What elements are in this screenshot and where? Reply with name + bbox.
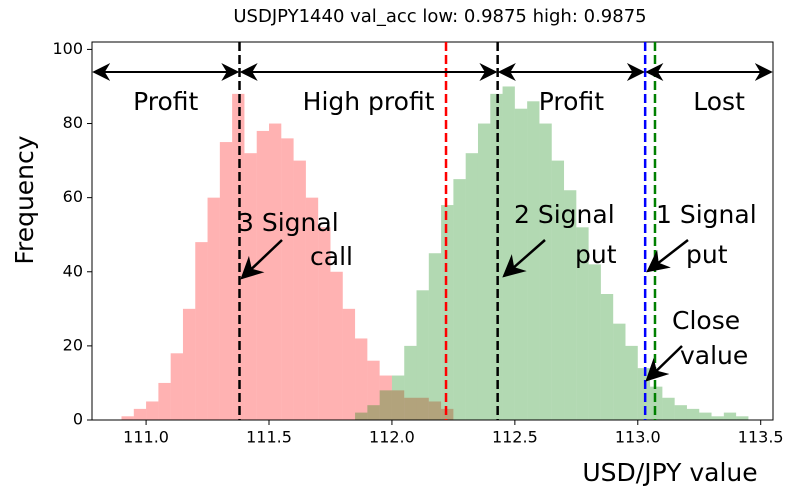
histogram-bar — [133, 408, 147, 420]
histogram-bar — [379, 375, 392, 420]
histogram-bar — [158, 382, 171, 420]
annotation-text: put — [575, 240, 617, 269]
zone-label: Lost — [693, 87, 745, 116]
y-axis-label: Frequency — [10, 135, 39, 264]
histogram-bar — [416, 397, 429, 420]
x-axis-label: USD/JPY value — [582, 458, 757, 487]
x-tick-label: 111.0 — [123, 428, 169, 447]
zone-label: Profit — [133, 87, 198, 116]
histogram-bar — [256, 130, 270, 421]
histogram-bar — [539, 123, 552, 420]
y-tick-label: 60 — [63, 187, 83, 206]
histogram-bar — [404, 397, 417, 420]
histogram-bar — [428, 253, 442, 420]
histogram-bar — [674, 405, 687, 420]
zone-label: Profit — [539, 87, 604, 116]
y-tick-label: 40 — [63, 261, 83, 280]
histogram-bar — [195, 242, 208, 420]
histogram-bar — [477, 123, 491, 420]
histogram-bar — [416, 290, 429, 420]
y-tick-label: 80 — [63, 113, 83, 132]
histogram-bar — [723, 412, 737, 420]
plot-frame — [91, 41, 774, 421]
histogram-bar — [121, 416, 134, 420]
x-tick-label: 113.5 — [738, 428, 784, 447]
histogram-bar — [600, 294, 614, 420]
histogram-bar — [502, 86, 515, 421]
x-tick-label: 113.0 — [615, 428, 661, 447]
y-tick-label: 100 — [52, 39, 83, 58]
annotation-text: put — [686, 240, 728, 269]
histogram-bar — [146, 401, 159, 420]
histogram-bar — [404, 345, 417, 420]
histogram-bar — [465, 153, 478, 421]
histogram-bar — [576, 227, 589, 420]
histogram-bar — [355, 338, 368, 420]
histogram-bar — [293, 160, 306, 420]
histogram-bar — [244, 153, 257, 421]
annotation-arrow — [645, 345, 683, 382]
chart-title: USDJPY1440 val_acc low: 0.9875 high: 0.9… — [233, 6, 646, 27]
histogram-bar — [662, 397, 675, 420]
histogram-bar — [330, 271, 343, 420]
annotation-text: value — [680, 341, 748, 370]
histogram-bar — [736, 416, 749, 420]
histogram-bar — [391, 375, 405, 420]
histogram-bar — [441, 205, 454, 420]
histogram-bar — [551, 160, 565, 420]
annotation-arrow — [646, 239, 689, 273]
histogram-bar — [367, 405, 380, 420]
histogram-bar — [711, 416, 724, 420]
histogram-bar — [182, 308, 196, 420]
histogram-bar — [379, 390, 392, 420]
annotation-arrow — [502, 239, 546, 278]
x-tick-label: 111.5 — [246, 428, 292, 447]
histogram-bar — [564, 190, 577, 420]
histogram-bar — [699, 412, 712, 420]
annotation-text: 1 Signal — [656, 200, 757, 229]
annotation-text: call — [310, 242, 353, 271]
y-tick-label: 20 — [63, 335, 83, 354]
y-tick-label: 0 — [73, 410, 83, 429]
x-tick-label: 112.0 — [369, 428, 415, 447]
annotation-arrow — [240, 239, 283, 280]
histogram-bar — [305, 197, 319, 420]
histogram-bar — [355, 412, 368, 420]
histogram-bar — [588, 264, 601, 420]
x-tick-label: 112.5 — [492, 428, 538, 447]
histogram-bar — [686, 408, 700, 420]
histogram-bar — [219, 142, 233, 420]
histogram-bar — [207, 197, 220, 420]
annotation-text: 2 Signal — [514, 200, 615, 229]
histogram-bar — [613, 323, 626, 420]
histogram-bar — [650, 386, 663, 420]
histogram-bar — [269, 123, 282, 420]
histogram-bar — [170, 353, 183, 420]
histogram-bar — [625, 345, 638, 420]
annotation-text: 3 Signal — [238, 208, 339, 237]
histogram-bar — [281, 138, 294, 420]
histogram-bar — [428, 401, 442, 420]
histogram-bar — [318, 227, 331, 420]
histogram-bar — [527, 101, 540, 420]
histogram-bar — [391, 390, 405, 420]
histogram-bar — [367, 360, 380, 420]
histogram-bar — [342, 308, 356, 420]
annotation-text: Close — [672, 306, 740, 335]
zone-label: High profit — [303, 87, 435, 116]
histogram-bar — [453, 179, 466, 420]
